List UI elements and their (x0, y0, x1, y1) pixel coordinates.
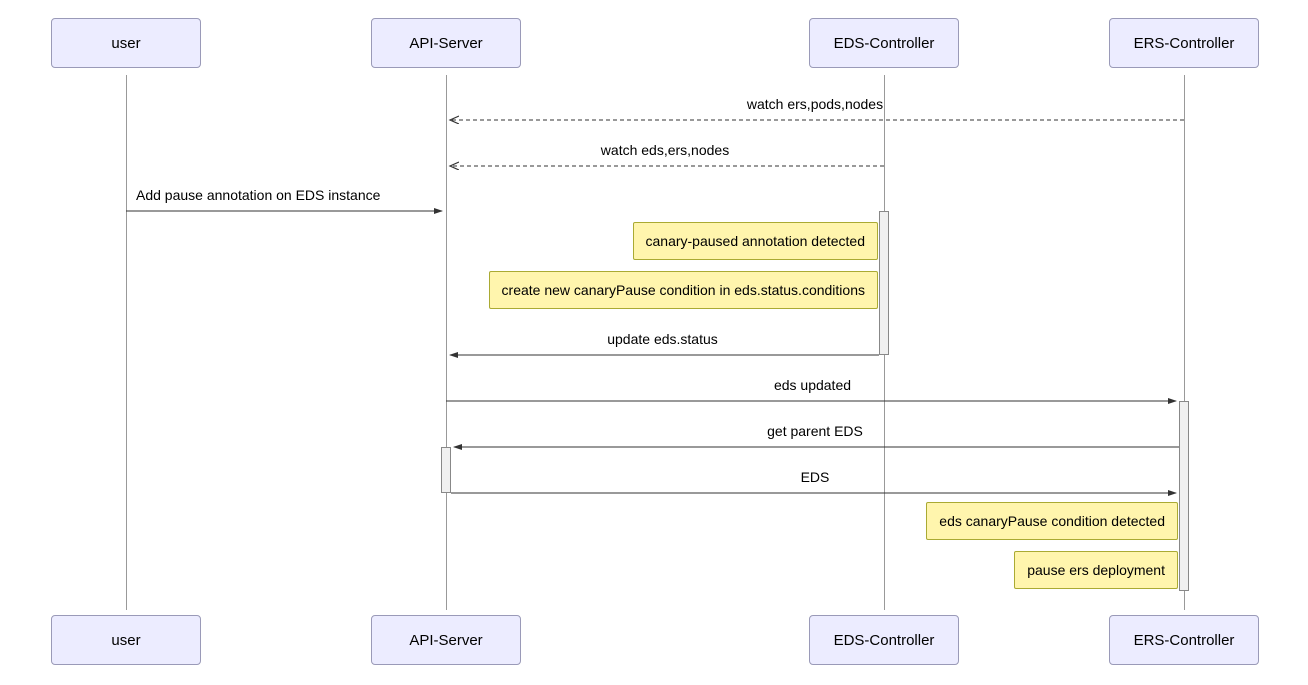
participant-label: API-Server (409, 35, 482, 52)
participant-label: user (111, 632, 140, 649)
msg-label: Add pause annotation on EDS instance (126, 187, 446, 203)
msg-label: update eds.status (446, 331, 879, 347)
participant-ers-top: ERS-Controller (1109, 18, 1259, 68)
msg-label: watch eds,ers,nodes (446, 142, 884, 158)
note-text: eds canaryPause condition detected (939, 513, 1165, 529)
activation-api (441, 447, 451, 493)
participant-label: ERS-Controller (1134, 632, 1235, 649)
note-text: pause ers deployment (1027, 562, 1165, 578)
participant-label: API-Server (409, 632, 482, 649)
activation-eds (879, 211, 889, 355)
msg-label: EDS (451, 469, 1179, 485)
participant-user-top: user (51, 18, 201, 68)
participant-eds-bottom: EDS-Controller (809, 615, 959, 665)
participant-label: user (111, 35, 140, 52)
msg-label: get parent EDS (451, 423, 1179, 439)
participant-api-top: API-Server (371, 18, 521, 68)
participant-eds-top: EDS-Controller (809, 18, 959, 68)
msg-label: eds updated (446, 377, 1179, 393)
participant-api-bottom: API-Server (371, 615, 521, 665)
note-text: canary-paused annotation detected (646, 233, 866, 249)
lifeline-user (126, 75, 127, 610)
participant-label: EDS-Controller (834, 632, 935, 649)
participant-user-bottom: user (51, 615, 201, 665)
participant-label: EDS-Controller (834, 35, 935, 52)
participant-ers-bottom: ERS-Controller (1109, 615, 1259, 665)
note: canary-paused annotation detected (633, 222, 879, 260)
note-text: create new canaryPause condition in eds.… (502, 282, 865, 298)
note: create new canaryPause condition in eds.… (489, 271, 878, 309)
msg-label: watch ers,pods,nodes (446, 96, 1184, 112)
note: eds canaryPause condition detected (926, 502, 1178, 540)
participant-label: ERS-Controller (1134, 35, 1235, 52)
activation-ers (1179, 401, 1189, 591)
note: pause ers deployment (1014, 551, 1178, 589)
